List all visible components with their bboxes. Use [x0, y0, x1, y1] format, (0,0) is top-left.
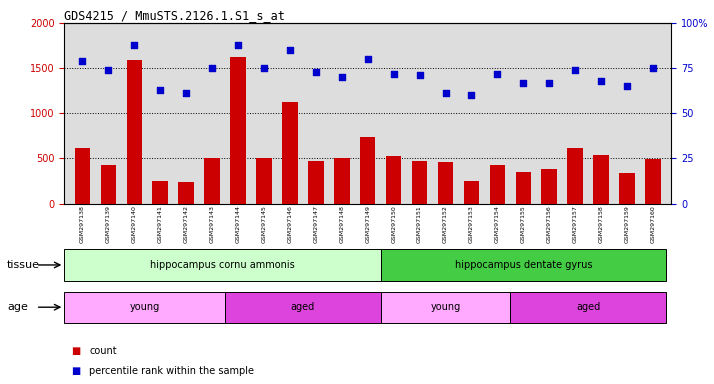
Text: hippocampus dentate gyrus: hippocampus dentate gyrus	[455, 260, 592, 270]
Point	[621, 83, 633, 89]
Bar	[256, 159, 272, 204]
Text: percentile rank within the sample: percentile rank within the sample	[89, 366, 254, 376]
Point	[388, 71, 399, 77]
Text: count: count	[89, 346, 117, 356]
Point	[76, 58, 88, 64]
Bar	[334, 159, 350, 204]
Bar	[64, 250, 381, 280]
Bar	[490, 165, 506, 204]
Bar	[308, 161, 323, 204]
Text: age: age	[7, 302, 28, 312]
Point	[570, 67, 581, 73]
Bar	[64, 292, 225, 323]
Bar	[645, 159, 660, 204]
Bar	[126, 60, 142, 204]
Point	[466, 92, 477, 98]
Text: young: young	[129, 302, 160, 312]
Bar	[386, 156, 401, 204]
Point	[206, 65, 218, 71]
Bar	[511, 292, 666, 323]
Point	[518, 79, 529, 86]
Bar	[178, 182, 194, 204]
Point	[492, 71, 503, 77]
Bar	[541, 169, 557, 204]
Bar	[360, 137, 376, 204]
Point	[232, 41, 243, 48]
Text: GDS4215 / MmuSTS.2126.1.S1_s_at: GDS4215 / MmuSTS.2126.1.S1_s_at	[64, 9, 285, 22]
Bar	[75, 147, 90, 204]
Bar	[230, 57, 246, 204]
Text: hippocampus cornu ammonis: hippocampus cornu ammonis	[150, 260, 295, 270]
Text: tissue: tissue	[7, 260, 40, 270]
Bar	[412, 161, 428, 204]
Bar	[438, 162, 453, 204]
Bar	[101, 165, 116, 204]
Point	[440, 90, 451, 96]
Bar	[204, 159, 220, 204]
Bar	[568, 147, 583, 204]
Point	[595, 78, 607, 84]
Point	[258, 65, 270, 71]
Point	[103, 67, 114, 73]
Text: ■: ■	[71, 346, 81, 356]
Bar	[463, 180, 479, 204]
Bar	[593, 155, 609, 204]
Point	[154, 87, 166, 93]
Bar	[516, 172, 531, 204]
Point	[362, 56, 373, 62]
Bar	[381, 250, 666, 280]
Point	[414, 72, 426, 78]
Bar	[282, 103, 298, 204]
Point	[543, 79, 555, 86]
Point	[310, 69, 321, 75]
Bar	[153, 180, 168, 204]
Bar	[381, 292, 511, 323]
Point	[181, 90, 192, 96]
Bar	[225, 292, 381, 323]
Point	[284, 47, 296, 53]
Point	[336, 74, 348, 80]
Point	[648, 65, 659, 71]
Text: aged: aged	[576, 302, 600, 312]
Bar	[619, 173, 635, 204]
Text: young: young	[431, 302, 461, 312]
Text: ■: ■	[71, 366, 81, 376]
Point	[129, 41, 140, 48]
Text: aged: aged	[291, 302, 315, 312]
